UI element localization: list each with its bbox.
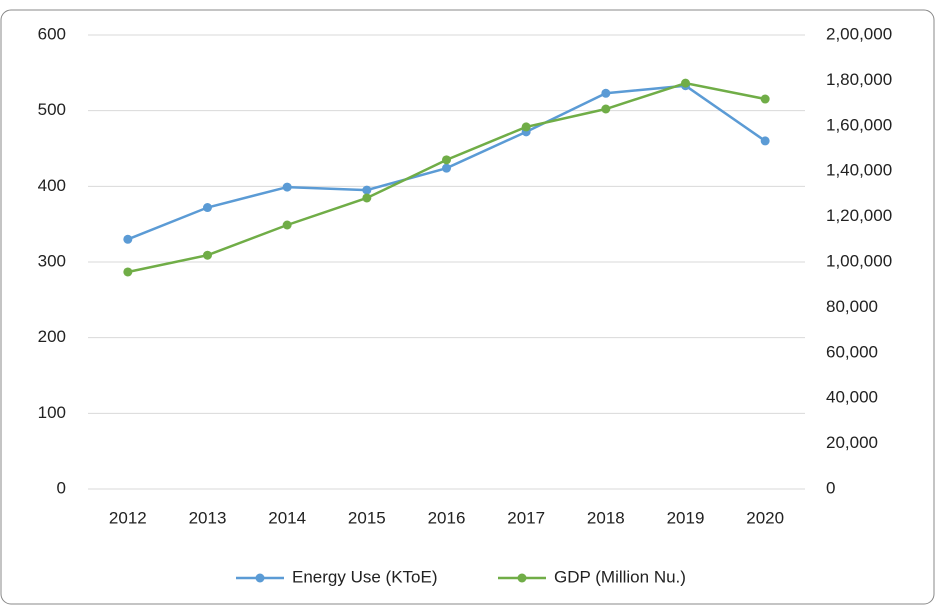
y2-tick-label: 1,80,000: [826, 70, 892, 89]
y2-tick-label: 20,000: [826, 433, 878, 452]
point-marker: [521, 122, 531, 132]
point-marker: [601, 88, 611, 98]
point-marker: [282, 220, 292, 230]
y-tick-label: 200: [38, 327, 66, 346]
y2-tick-label: 1,20,000: [826, 206, 892, 225]
point-marker: [442, 155, 451, 165]
y2-tick-label: 1,00,000: [826, 251, 892, 270]
y-tick-label: 400: [38, 176, 66, 195]
point-marker: [601, 104, 611, 114]
point-marker: [123, 234, 133, 244]
y2-tick-label: 0: [826, 478, 835, 497]
y2-tick-label: 60,000: [826, 342, 878, 361]
x-tick-label: 2014: [268, 508, 306, 527]
y2-tick-label: 40,000: [826, 388, 878, 407]
point-marker: [362, 193, 372, 203]
x-tick-label: 2019: [667, 508, 705, 527]
y-tick-label: 0: [57, 478, 66, 497]
chart-border: [0, 9, 935, 605]
legend-label: GDP (Million Nu.): [554, 567, 686, 586]
legend-label: Energy Use (KToE): [292, 567, 438, 586]
point-marker: [442, 163, 451, 173]
y2-tick-label: 1,60,000: [826, 115, 892, 134]
point-marker: [760, 136, 770, 146]
y-tick-label: 100: [38, 403, 66, 422]
y-tick-label: 300: [38, 251, 66, 270]
point-marker: [362, 185, 372, 195]
x-tick-label: 2018: [587, 508, 625, 527]
y-tick-label: 600: [38, 24, 66, 43]
x-tick-label: 2016: [428, 508, 466, 527]
y2-tick-label: 80,000: [826, 297, 878, 316]
x-tick-label: 2017: [507, 508, 545, 527]
x-tick-label: 2013: [189, 508, 227, 527]
y2-tick-label: 1,40,000: [826, 161, 892, 180]
point-marker: [282, 182, 292, 192]
x-tick-label: 2020: [746, 508, 784, 527]
point-marker: [203, 203, 212, 213]
legend-marker: [517, 573, 527, 583]
y-tick-label: 500: [38, 100, 66, 119]
y2-tick-label: 2,00,000: [826, 24, 892, 43]
point-marker: [123, 267, 133, 277]
point-marker: [203, 250, 212, 260]
point-marker: [760, 94, 770, 104]
point-marker: [681, 78, 690, 88]
x-tick-label: 2015: [348, 508, 386, 527]
x-tick-label: 2012: [109, 508, 147, 527]
legend-marker: [255, 573, 265, 583]
